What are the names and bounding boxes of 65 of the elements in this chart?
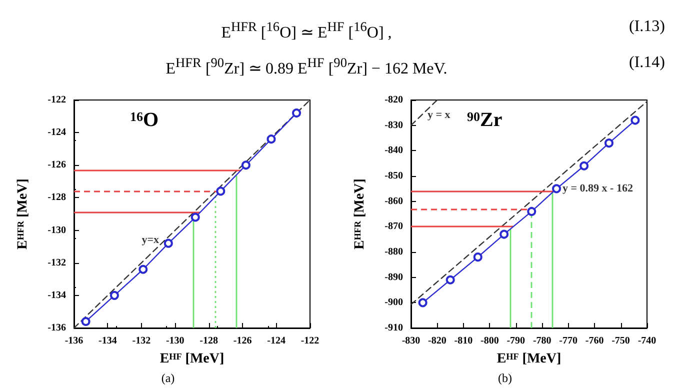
- point: [527, 206, 536, 216]
- point: [552, 184, 562, 194]
- text: E$^{HFR}$ [$^{90}$Zr] ≃ 0.89 E$^{HF}$ [$^{90}$Zr] − 162 MeV.: [166, 55, 448, 78]
- annotation: y = 0.89 x - 162: [562, 182, 634, 195]
- point: [241, 160, 250, 170]
- x-tick-label: -124: [267, 336, 286, 346]
- x-tick-label: -760: [585, 336, 604, 346]
- y-axis-title: EHFR [MeV]: [16, 178, 30, 250]
- point: [292, 108, 302, 118]
- x-tick-label: -134: [98, 336, 117, 346]
- x-tick-label: -130: [166, 336, 184, 346]
- y-tick-label: -870: [384, 221, 403, 232]
- text: (a): [161, 371, 175, 385]
- y-tick-label: -840: [384, 145, 403, 156]
- point: [190, 212, 200, 222]
- x-tick-label: -740: [638, 336, 656, 346]
- y-tick-label: -136: [48, 322, 66, 334]
- x-tick-label: -790: [506, 336, 526, 346]
- point: [604, 138, 614, 148]
- x-tick-label: -136: [64, 336, 84, 346]
- x-tick-label: -122: [300, 336, 320, 346]
- y-tick-label: -128: [48, 192, 66, 204]
- y-tick-label: -122: [48, 94, 66, 106]
- point: [630, 116, 640, 125]
- x-tick-label: -750: [612, 336, 630, 346]
- point: [266, 134, 276, 144]
- y-tick-label: -850: [384, 170, 403, 182]
- x-tick-label: -128: [200, 336, 218, 346]
- y-tick-label: -910: [384, 322, 403, 334]
- y-tick-label: -132: [48, 257, 66, 268]
- x-tick-label: -830: [402, 336, 420, 346]
- point: [164, 238, 173, 248]
- point: [81, 316, 90, 326]
- y-tick-label: -820: [384, 94, 403, 106]
- annotation: y = x: [427, 109, 451, 122]
- point: [580, 161, 589, 170]
- x-tick-label: -810: [454, 336, 473, 346]
- point: [138, 264, 148, 274]
- text: E$^{HFR}$ [$^{16}$O] ≃ E$^{HF}$ [$^{16}$O] ,: [221, 19, 392, 42]
- text: (b): [498, 371, 512, 385]
- x-tick-label: -770: [559, 336, 578, 346]
- y-tick-label: -126: [48, 160, 66, 171]
- y-tick-label: -900: [384, 297, 403, 308]
- y-tick-label: -134: [48, 290, 66, 301]
- x-tick-label: -820: [428, 336, 446, 346]
- y-tick-label: -130: [48, 224, 66, 236]
- x-tick-label: -800: [480, 336, 499, 346]
- y-tick-label: -860: [384, 196, 403, 207]
- text: (I.13): [628, 17, 665, 37]
- y-tick-label: -124: [48, 127, 66, 138]
- x-tick-label: -132: [132, 336, 151, 346]
- annotation: y=x: [142, 234, 160, 246]
- x-tick-label: -780: [532, 336, 552, 346]
- y-axis-title: EHFR [MeV]: [352, 178, 368, 250]
- x-tick-label: -126: [233, 336, 252, 346]
- text: (I.14): [628, 53, 665, 74]
- point: [418, 298, 428, 308]
- y-tick-label: -830: [384, 120, 403, 131]
- point: [500, 230, 509, 239]
- y-tick-label: -880: [384, 246, 403, 258]
- point: [110, 290, 119, 300]
- point: [216, 186, 226, 196]
- point: [473, 252, 482, 262]
- y-tick-label: -890: [384, 272, 403, 283]
- point: [446, 275, 455, 284]
